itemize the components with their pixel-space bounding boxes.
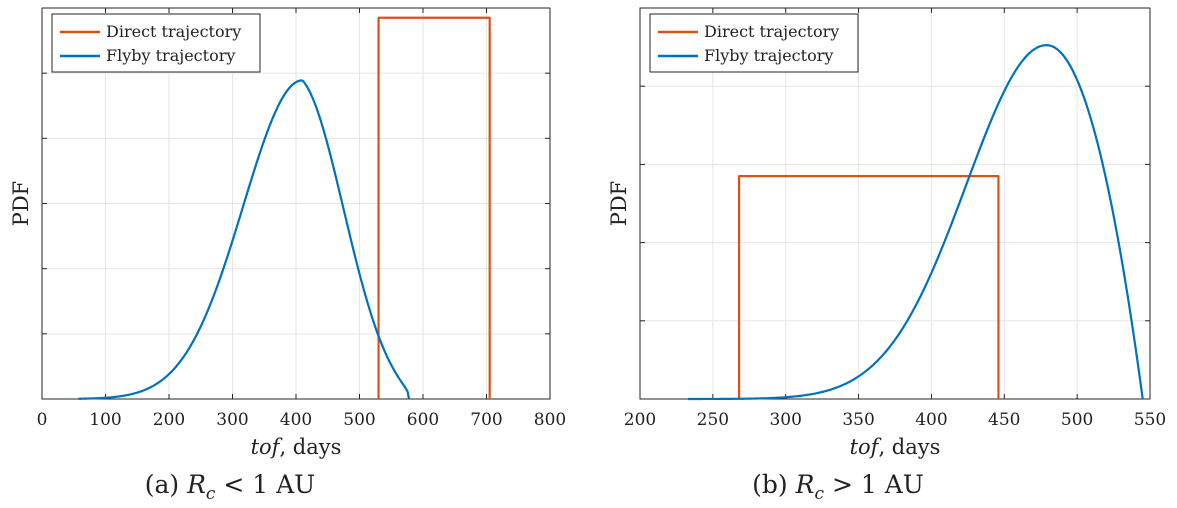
legend: Direct trajectory Flyby trajectory xyxy=(649,13,859,73)
legend-label: Direct trajectory xyxy=(106,22,241,41)
series-line-flyby xyxy=(688,44,1144,401)
legend-box xyxy=(51,13,261,73)
x-tick-label: 0 xyxy=(37,410,48,430)
caption-rel: < 1 AU xyxy=(215,470,315,499)
x-axis-label-unit: , days xyxy=(878,435,940,459)
x-axis-label: tof, days xyxy=(850,435,941,459)
x-tick-label: 550 xyxy=(1134,410,1166,430)
x-tick-label: 700 xyxy=(470,410,502,430)
caption-prefix: (b) xyxy=(752,470,795,499)
legend-label: Direct trajectory xyxy=(704,22,839,41)
x-tick-label: 300 xyxy=(769,410,801,430)
x-tick-label: 350 xyxy=(842,410,874,430)
x-axis-label-var: tof xyxy=(251,435,283,459)
x-tick-label: 800 xyxy=(534,410,566,430)
x-axis-label-var: tof xyxy=(850,435,882,459)
chart-panel-a: 0 100 200 300 400 500 600 700 800 Direct trajecto… xyxy=(9,7,566,504)
series-line-direct xyxy=(377,16,491,399)
axes-box xyxy=(639,7,1151,400)
caption-rel: > 1 AU xyxy=(824,470,924,499)
x-tick-label: 300 xyxy=(216,410,248,430)
legend-label: Flyby trajectory xyxy=(704,46,833,65)
x-tick-label: 450 xyxy=(988,410,1020,430)
caption-math: R xyxy=(186,470,206,499)
x-tick-label: 500 xyxy=(343,410,375,430)
legend: Direct trajectory Flyby trajectory xyxy=(51,13,261,73)
panel-caption: (a) Rc < 1 AU xyxy=(145,470,316,504)
x-tick-label: 400 xyxy=(915,410,947,430)
caption-sub: c xyxy=(206,484,216,504)
series-line-flyby xyxy=(78,79,411,400)
caption-prefix: (a) xyxy=(145,470,187,499)
panel-caption: (b) Rc > 1 AU xyxy=(752,470,924,504)
x-tick-label: 250 xyxy=(697,410,729,430)
x-axis-label-unit: , days xyxy=(279,435,341,459)
legend-label: Flyby trajectory xyxy=(106,46,235,65)
x-tick-label: 200 xyxy=(153,410,185,430)
x-tick-label: 200 xyxy=(624,410,656,430)
caption-math: R xyxy=(795,470,815,499)
chart-panel-b: 200 250 300 350 400 450 500 550 Direct trajector… xyxy=(607,7,1166,504)
x-tick-label: 400 xyxy=(280,410,312,430)
caption-sub: c xyxy=(814,484,824,504)
y-axis-label: PDF xyxy=(9,181,33,227)
x-tick-label: 600 xyxy=(407,410,439,430)
x-tick-label: 100 xyxy=(89,410,121,430)
series-line-direct xyxy=(737,175,1000,399)
x-axis-label: tof, days xyxy=(251,435,342,459)
legend-box xyxy=(649,13,859,73)
x-tick-label: 500 xyxy=(1061,410,1093,430)
y-axis-label: PDF xyxy=(607,181,631,227)
